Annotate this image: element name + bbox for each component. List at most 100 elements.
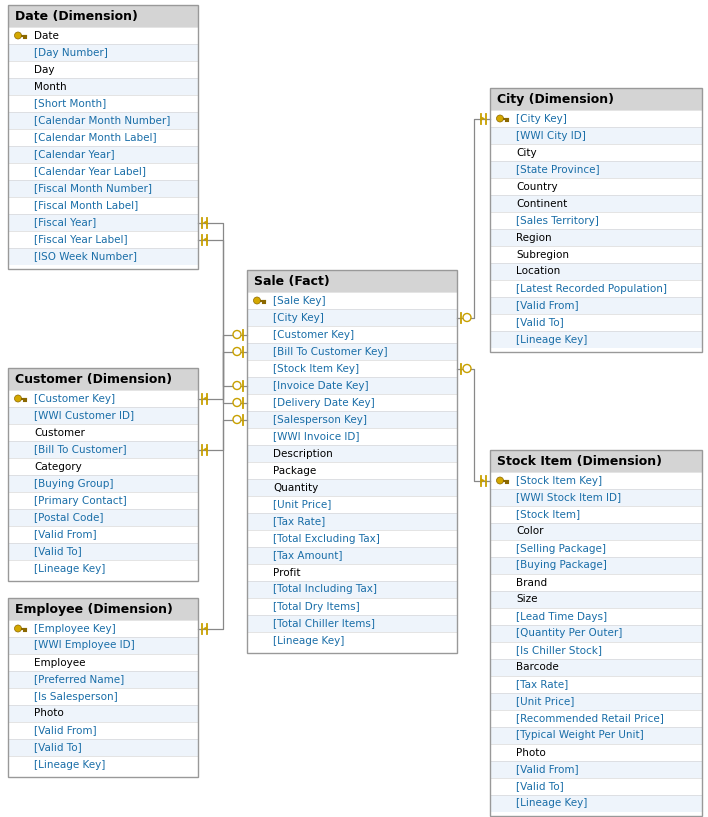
Text: [Valid To]: [Valid To] — [34, 743, 81, 752]
Circle shape — [463, 364, 471, 373]
Text: [Unit Price]: [Unit Price] — [516, 697, 574, 707]
Bar — [8, 577, 198, 581]
Text: [Unit Price]: [Unit Price] — [273, 499, 331, 510]
Bar — [8, 654, 198, 671]
Text: [Lineage Key]: [Lineage Key] — [516, 334, 588, 345]
Text: Description: Description — [273, 449, 333, 458]
Text: [Customer Key]: [Customer Key] — [34, 394, 115, 404]
Bar — [247, 343, 457, 360]
Bar — [490, 144, 702, 161]
Circle shape — [14, 625, 21, 632]
Text: Package: Package — [273, 466, 316, 475]
Bar — [8, 492, 198, 509]
Bar — [8, 620, 198, 637]
Text: [Tax Rate]: [Tax Rate] — [273, 516, 325, 526]
Text: [City Key]: [City Key] — [516, 114, 567, 123]
Bar — [490, 88, 702, 110]
Bar — [8, 5, 198, 269]
Text: [Valid To]: [Valid To] — [516, 318, 564, 328]
Bar — [490, 297, 702, 314]
Bar — [490, 229, 702, 246]
Text: [Latest Recorded Population]: [Latest Recorded Population] — [516, 283, 667, 293]
Bar — [247, 547, 457, 564]
Bar — [8, 458, 198, 475]
Text: [Valid From]: [Valid From] — [34, 529, 96, 539]
Bar — [247, 530, 457, 547]
Text: [Sales Territory]: [Sales Territory] — [516, 216, 599, 225]
Bar — [8, 231, 198, 248]
Text: Quantity: Quantity — [273, 483, 319, 493]
Text: [Salesperson Key]: [Salesperson Key] — [273, 414, 367, 425]
Bar — [490, 676, 702, 693]
Text: [Delivery Date Key]: [Delivery Date Key] — [273, 398, 375, 408]
Bar — [490, 540, 702, 557]
Text: Country: Country — [516, 181, 558, 191]
Circle shape — [496, 477, 503, 484]
Bar — [490, 212, 702, 229]
Bar — [247, 394, 457, 411]
Bar — [247, 270, 457, 292]
Bar — [247, 462, 457, 479]
Text: [Is Chiller Stock]: [Is Chiller Stock] — [516, 645, 602, 655]
Bar — [247, 615, 457, 632]
Text: [Day Number]: [Day Number] — [34, 47, 108, 57]
Text: [Valid From]: [Valid From] — [34, 725, 96, 735]
Bar — [8, 543, 198, 560]
Bar — [247, 292, 457, 309]
Bar — [8, 598, 198, 620]
Text: [Valid From]: [Valid From] — [516, 301, 578, 310]
Bar — [490, 280, 702, 297]
Bar — [8, 112, 198, 129]
Text: [Total Including Tax]: [Total Including Tax] — [273, 584, 377, 595]
Text: [Short Month]: [Short Month] — [34, 99, 106, 109]
Bar — [8, 560, 198, 577]
Bar — [8, 214, 198, 231]
Bar — [490, 812, 702, 816]
Bar — [490, 450, 702, 816]
Bar — [490, 195, 702, 212]
Text: [Calendar Month Label]: [Calendar Month Label] — [34, 132, 156, 142]
Bar — [490, 263, 702, 280]
Bar — [490, 710, 702, 727]
Bar — [8, 197, 198, 214]
Text: [Calendar Year]: [Calendar Year] — [34, 150, 115, 159]
Bar — [247, 360, 457, 377]
Bar — [490, 127, 702, 144]
Text: [ISO Week Number]: [ISO Week Number] — [34, 252, 137, 261]
Bar — [8, 688, 198, 705]
Bar — [490, 608, 702, 625]
Bar — [8, 773, 198, 777]
Bar — [8, 705, 198, 722]
Text: Date: Date — [34, 30, 59, 41]
Text: [Selling Package]: [Selling Package] — [516, 543, 606, 553]
Text: Photo: Photo — [516, 748, 546, 757]
Text: [Fiscal Year Label]: [Fiscal Year Label] — [34, 234, 127, 244]
Bar — [490, 489, 702, 506]
Circle shape — [233, 416, 241, 423]
Text: Subregion: Subregion — [516, 249, 569, 260]
Text: [Postal Code]: [Postal Code] — [34, 512, 103, 523]
Bar — [490, 523, 702, 540]
Text: Location: Location — [516, 266, 560, 276]
Bar — [490, 88, 702, 352]
Bar — [8, 509, 198, 526]
Text: [WWI Employee ID]: [WWI Employee ID] — [34, 641, 135, 650]
Text: Continent: Continent — [516, 199, 567, 208]
Circle shape — [233, 347, 241, 355]
Text: Profit: Profit — [273, 568, 300, 578]
Bar — [8, 180, 198, 197]
Text: [Total Chiller Items]: [Total Chiller Items] — [273, 618, 375, 628]
Bar — [247, 513, 457, 530]
Text: [Is Salesperson]: [Is Salesperson] — [34, 691, 118, 702]
Text: [Employee Key]: [Employee Key] — [34, 623, 115, 633]
Text: [Sale Key]: [Sale Key] — [273, 296, 326, 306]
Circle shape — [233, 382, 241, 390]
Bar — [8, 78, 198, 95]
Bar — [490, 591, 702, 608]
Text: [WWI Stock Item ID]: [WWI Stock Item ID] — [516, 493, 621, 502]
Bar — [490, 744, 702, 761]
Bar — [8, 129, 198, 146]
Bar — [247, 309, 457, 326]
Text: Employee: Employee — [34, 658, 86, 667]
Text: Customer: Customer — [34, 427, 85, 437]
